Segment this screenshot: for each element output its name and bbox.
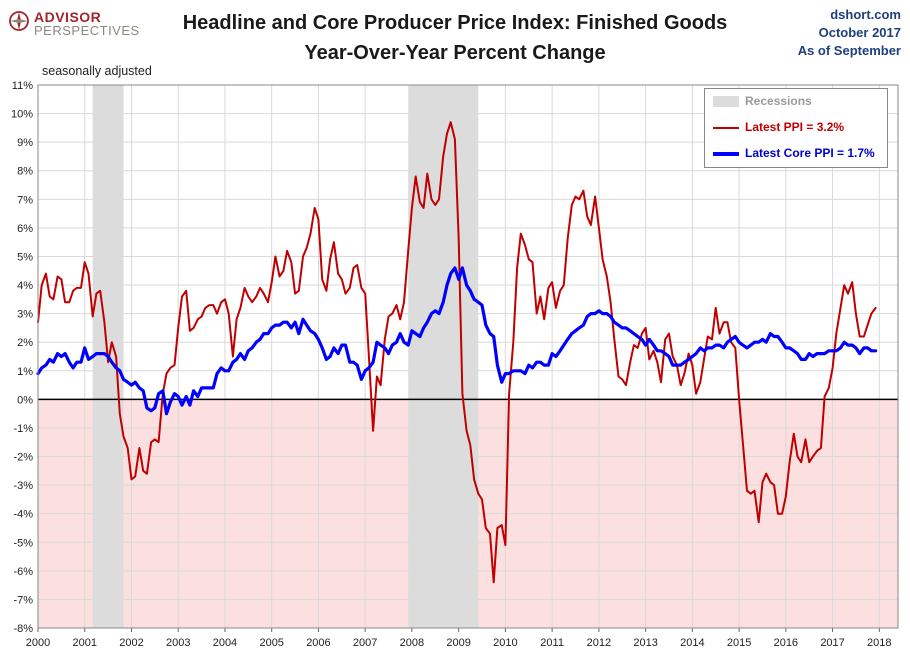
y-tick-label: -2% [13,452,33,464]
advisor-perspectives-logo: ADVISOR PERSPECTIVES [8,8,168,44]
logo-text-line2: PERSPECTIVES [34,23,140,38]
as-of-label: As of September [797,43,901,58]
recession-swatch [713,96,739,108]
x-tick-label: 2018 [867,637,891,649]
x-tick-label: 2008 [400,637,424,649]
y-tick-label: -5% [13,537,33,549]
recession-band [408,85,479,628]
y-tick-label: 11% [12,80,33,92]
core-ppi-line [36,266,878,416]
y-tick-label: 10% [11,109,33,121]
core-swatch [713,151,739,156]
logo-text-line1: ADVISOR [34,9,102,25]
legend-core-label: Latest Core PPI = 1.7% [745,146,875,160]
y-tick-label: 9% [17,137,33,149]
x-tick-label: 2004 [213,637,237,649]
y-tick-label: -4% [13,509,33,521]
x-tick-label: 2007 [353,637,377,649]
y-tick-label: 0% [17,394,33,406]
y-tick-label: -8% [13,623,33,635]
x-tick-label: 2000 [26,637,50,649]
legend-ppi: Latest PPI = 3.2% [713,120,844,136]
compass-icon [9,11,29,31]
ppi-line [37,121,877,584]
y-tick-label: 7% [17,194,33,206]
x-tick-label: 2013 [633,637,657,649]
x-tick-label: 2006 [306,637,330,649]
x-tick-label: 2001 [72,637,96,649]
source-label: dshort.com [830,7,901,22]
y-tick-label: 2% [17,337,33,349]
y-tick-label: -7% [13,594,33,606]
x-tick-label: 2009 [446,637,470,649]
y-tick-label: 5% [17,251,33,263]
x-tick-label: 2010 [493,637,517,649]
legend-core: Latest Core PPI = 1.7% [713,146,875,162]
x-tick-label: 2011 [540,637,564,649]
x-tick-label: 2014 [680,637,704,649]
y-tick-label: 3% [17,309,33,321]
x-tick-label: 2005 [259,637,283,649]
chart-subtitle: Year-Over-Year Percent Change [304,42,606,64]
y-tick-label: 6% [17,223,33,235]
y-tick-label: 4% [17,280,33,292]
chart-legend: Recessions Latest PPI = 3.2% Latest Core… [704,88,888,168]
x-tick-label: 2017 [820,637,844,649]
ppi-swatch [713,126,739,129]
legend-recessions: Recessions [713,94,812,110]
chart-title: Headline and Core Producer Price Index: … [182,12,728,34]
seasonal-note: seasonally adjusted [42,64,152,78]
y-tick-label: 8% [17,166,33,178]
y-tick-label: -3% [13,480,33,492]
x-tick-label: 2002 [119,637,143,649]
x-tick-label: 2003 [166,637,190,649]
plot-frame [37,84,899,629]
x-tick-label: 2012 [587,637,611,649]
legend-ppi-label: Latest PPI = 3.2% [745,120,845,134]
x-tick-label: 2015 [727,637,751,649]
legend-recessions-label: Recessions [745,94,812,108]
x-tick-label: 2016 [774,637,798,649]
date-label: October 2017 [818,25,901,40]
y-tick-label: -6% [13,566,33,578]
y-tick-label: 1% [17,366,33,378]
y-tick-label: -1% [13,423,33,435]
